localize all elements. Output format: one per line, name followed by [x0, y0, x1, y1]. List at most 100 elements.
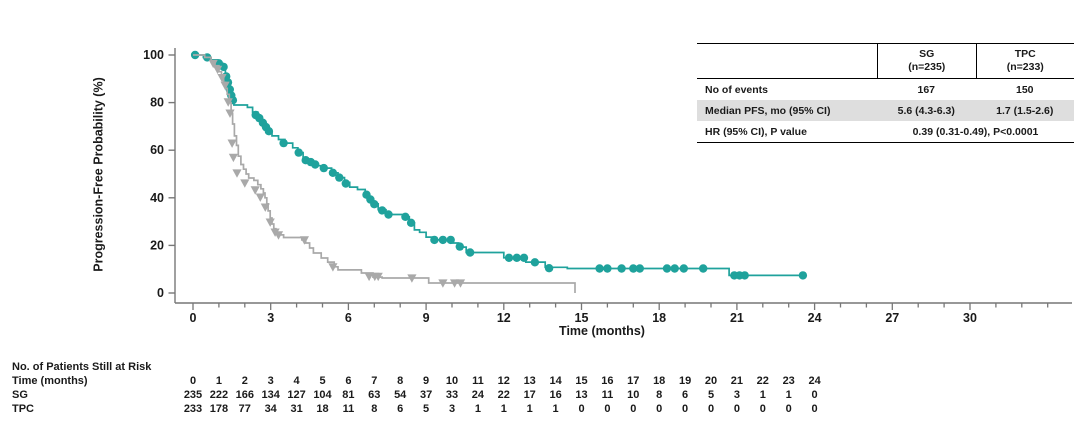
censor-mark-sg [311, 160, 320, 169]
x-tick-label: 24 [808, 311, 822, 325]
y-tick-label: 40 [150, 191, 164, 205]
median-pfs-tpc-value: 1.7 (1.5-2.6) [996, 104, 1054, 117]
risk-row-sg: SG 235 222 166 134 127 104 81 63 54 37 33 24 22 17 16 1… [0, 389, 1080, 402]
risk-count: 5 [707, 389, 715, 401]
risk-count: 33 [445, 389, 459, 401]
stats-header-tpc: TPC (n=233) [975, 44, 1075, 79]
x-tick-label: 12 [497, 311, 511, 325]
risk-count: 24 [471, 389, 485, 401]
y-tick-label: 0 [157, 286, 164, 300]
risk-count: 0 [578, 403, 585, 415]
risk-count: 20 [704, 375, 718, 387]
risk-count: 3 [448, 403, 456, 415]
x-tick-label: 30 [963, 311, 977, 325]
events-sg-value: 167 [917, 83, 936, 96]
risk-count: 77 [238, 403, 251, 415]
risk-count: 7 [371, 375, 378, 387]
risk-count: 104 [313, 389, 332, 401]
risk-count: 10 [627, 389, 640, 401]
risk-table-title: No. of Patients Still at Risk [12, 361, 152, 373]
censor-mark-sg [219, 62, 228, 72]
risk-count: 37 [419, 389, 433, 401]
sg-header-name: SG [919, 48, 935, 60]
x-tick-label: 27 [885, 311, 899, 325]
risk-tpc-label: TPC [12, 403, 34, 415]
risk-count: 11 [342, 403, 355, 415]
risk-count: 34 [264, 403, 277, 415]
risk-count: 166 [235, 389, 254, 401]
censor-mark-sg [740, 271, 749, 280]
censor-mark-sg [530, 258, 540, 267]
censor-mark-sg [401, 212, 410, 221]
censor-mark-tpc [255, 193, 265, 202]
risk-count: 1 [785, 389, 792, 401]
risk-count: 18 [653, 375, 666, 387]
risk-count: 0 [811, 403, 818, 415]
risk-count: 235 [183, 389, 203, 401]
risk-count: 1 [500, 403, 507, 415]
censor-mark-tpc [273, 231, 284, 240]
censor-mark-tpc [373, 272, 383, 282]
events-label: No of events [705, 83, 769, 96]
x-tick-label: 0 [190, 311, 197, 325]
censor-mark-sg [504, 253, 514, 262]
risk-count: 19 [678, 375, 692, 387]
risk-count: 0 [733, 403, 740, 415]
censor-mark-sg [603, 264, 612, 273]
risk-count: 8 [397, 375, 404, 387]
censor-mark-sg [384, 210, 393, 219]
censor-mark-sg [798, 271, 808, 280]
risk-count: 10 [445, 375, 459, 387]
censor-mark-sg [519, 253, 529, 262]
y-tick-label: 100 [143, 48, 164, 62]
risk-count: 54 [394, 389, 407, 401]
risk-count: 16 [549, 389, 562, 401]
risk-count: 8 [656, 389, 663, 401]
risk-count: 13 [523, 375, 536, 387]
risk-time-label: Time (months) [12, 375, 88, 387]
risk-count: 233 [183, 403, 203, 415]
censor-mark-tpc [328, 263, 338, 272]
risk-count: 222 [209, 389, 229, 401]
x-tick-label: 15 [575, 311, 589, 325]
censor-mark-tpc [228, 153, 238, 163]
censor-mark-sg [544, 264, 554, 273]
censor-mark-sg [455, 242, 464, 251]
censor-mark-sg [699, 264, 708, 273]
risk-count: 17 [627, 375, 640, 387]
risk-count: 2 [241, 375, 248, 387]
stats-table: SG (n=235) TPC (n=233) No of events 167 … [697, 43, 1075, 144]
censor-mark-sg [430, 235, 439, 245]
risk-count: 13 [575, 389, 588, 401]
risk-count: 0 [189, 375, 197, 387]
risk-count: 0 [682, 403, 689, 415]
risk-row-time: Time (months) 0 1 2 3 4 5 6 7 8 9 10 11 12 13 14 15 16 17… [0, 375, 1080, 388]
censor-mark-tpc [232, 169, 242, 178]
risk-count: 127 [287, 389, 306, 401]
y-tick-label: 60 [150, 143, 164, 157]
risk-count: 134 [261, 389, 280, 401]
risk-count: 3 [733, 389, 740, 401]
risk-count: 21 [730, 375, 744, 387]
censor-mark-tpc [217, 74, 227, 83]
censor-mark-sg [319, 163, 328, 173]
risk-count: 6 [682, 389, 689, 401]
censor-mark-tpc [240, 179, 250, 188]
risk-count: 1 [474, 403, 481, 415]
censor-mark-tpc [250, 186, 260, 195]
censor-mark-sg [595, 264, 604, 273]
censor-mark-sg [328, 168, 338, 177]
censor-mark-tpc [220, 81, 230, 90]
risk-count: 11 [601, 389, 614, 401]
censor-mark-sg [662, 264, 672, 273]
risk-count: 0 [759, 403, 766, 415]
sg-header-n: (n=235) [908, 61, 946, 74]
x-axis-title: Time (months) [559, 324, 645, 338]
risk-count: 14 [549, 375, 562, 387]
risk-count: 0 [707, 403, 715, 415]
y-tick-label: 20 [150, 238, 164, 252]
risk-row-tpc: TPC 233 178 77 34 31 18 11 8 6 5 3 1 1 1 1 0 0 0 0 0 0 0 0 0 0 [0, 403, 1080, 416]
stats-row-events: No of events 167 150 [697, 79, 1074, 100]
risk-count: 11 [472, 375, 484, 387]
